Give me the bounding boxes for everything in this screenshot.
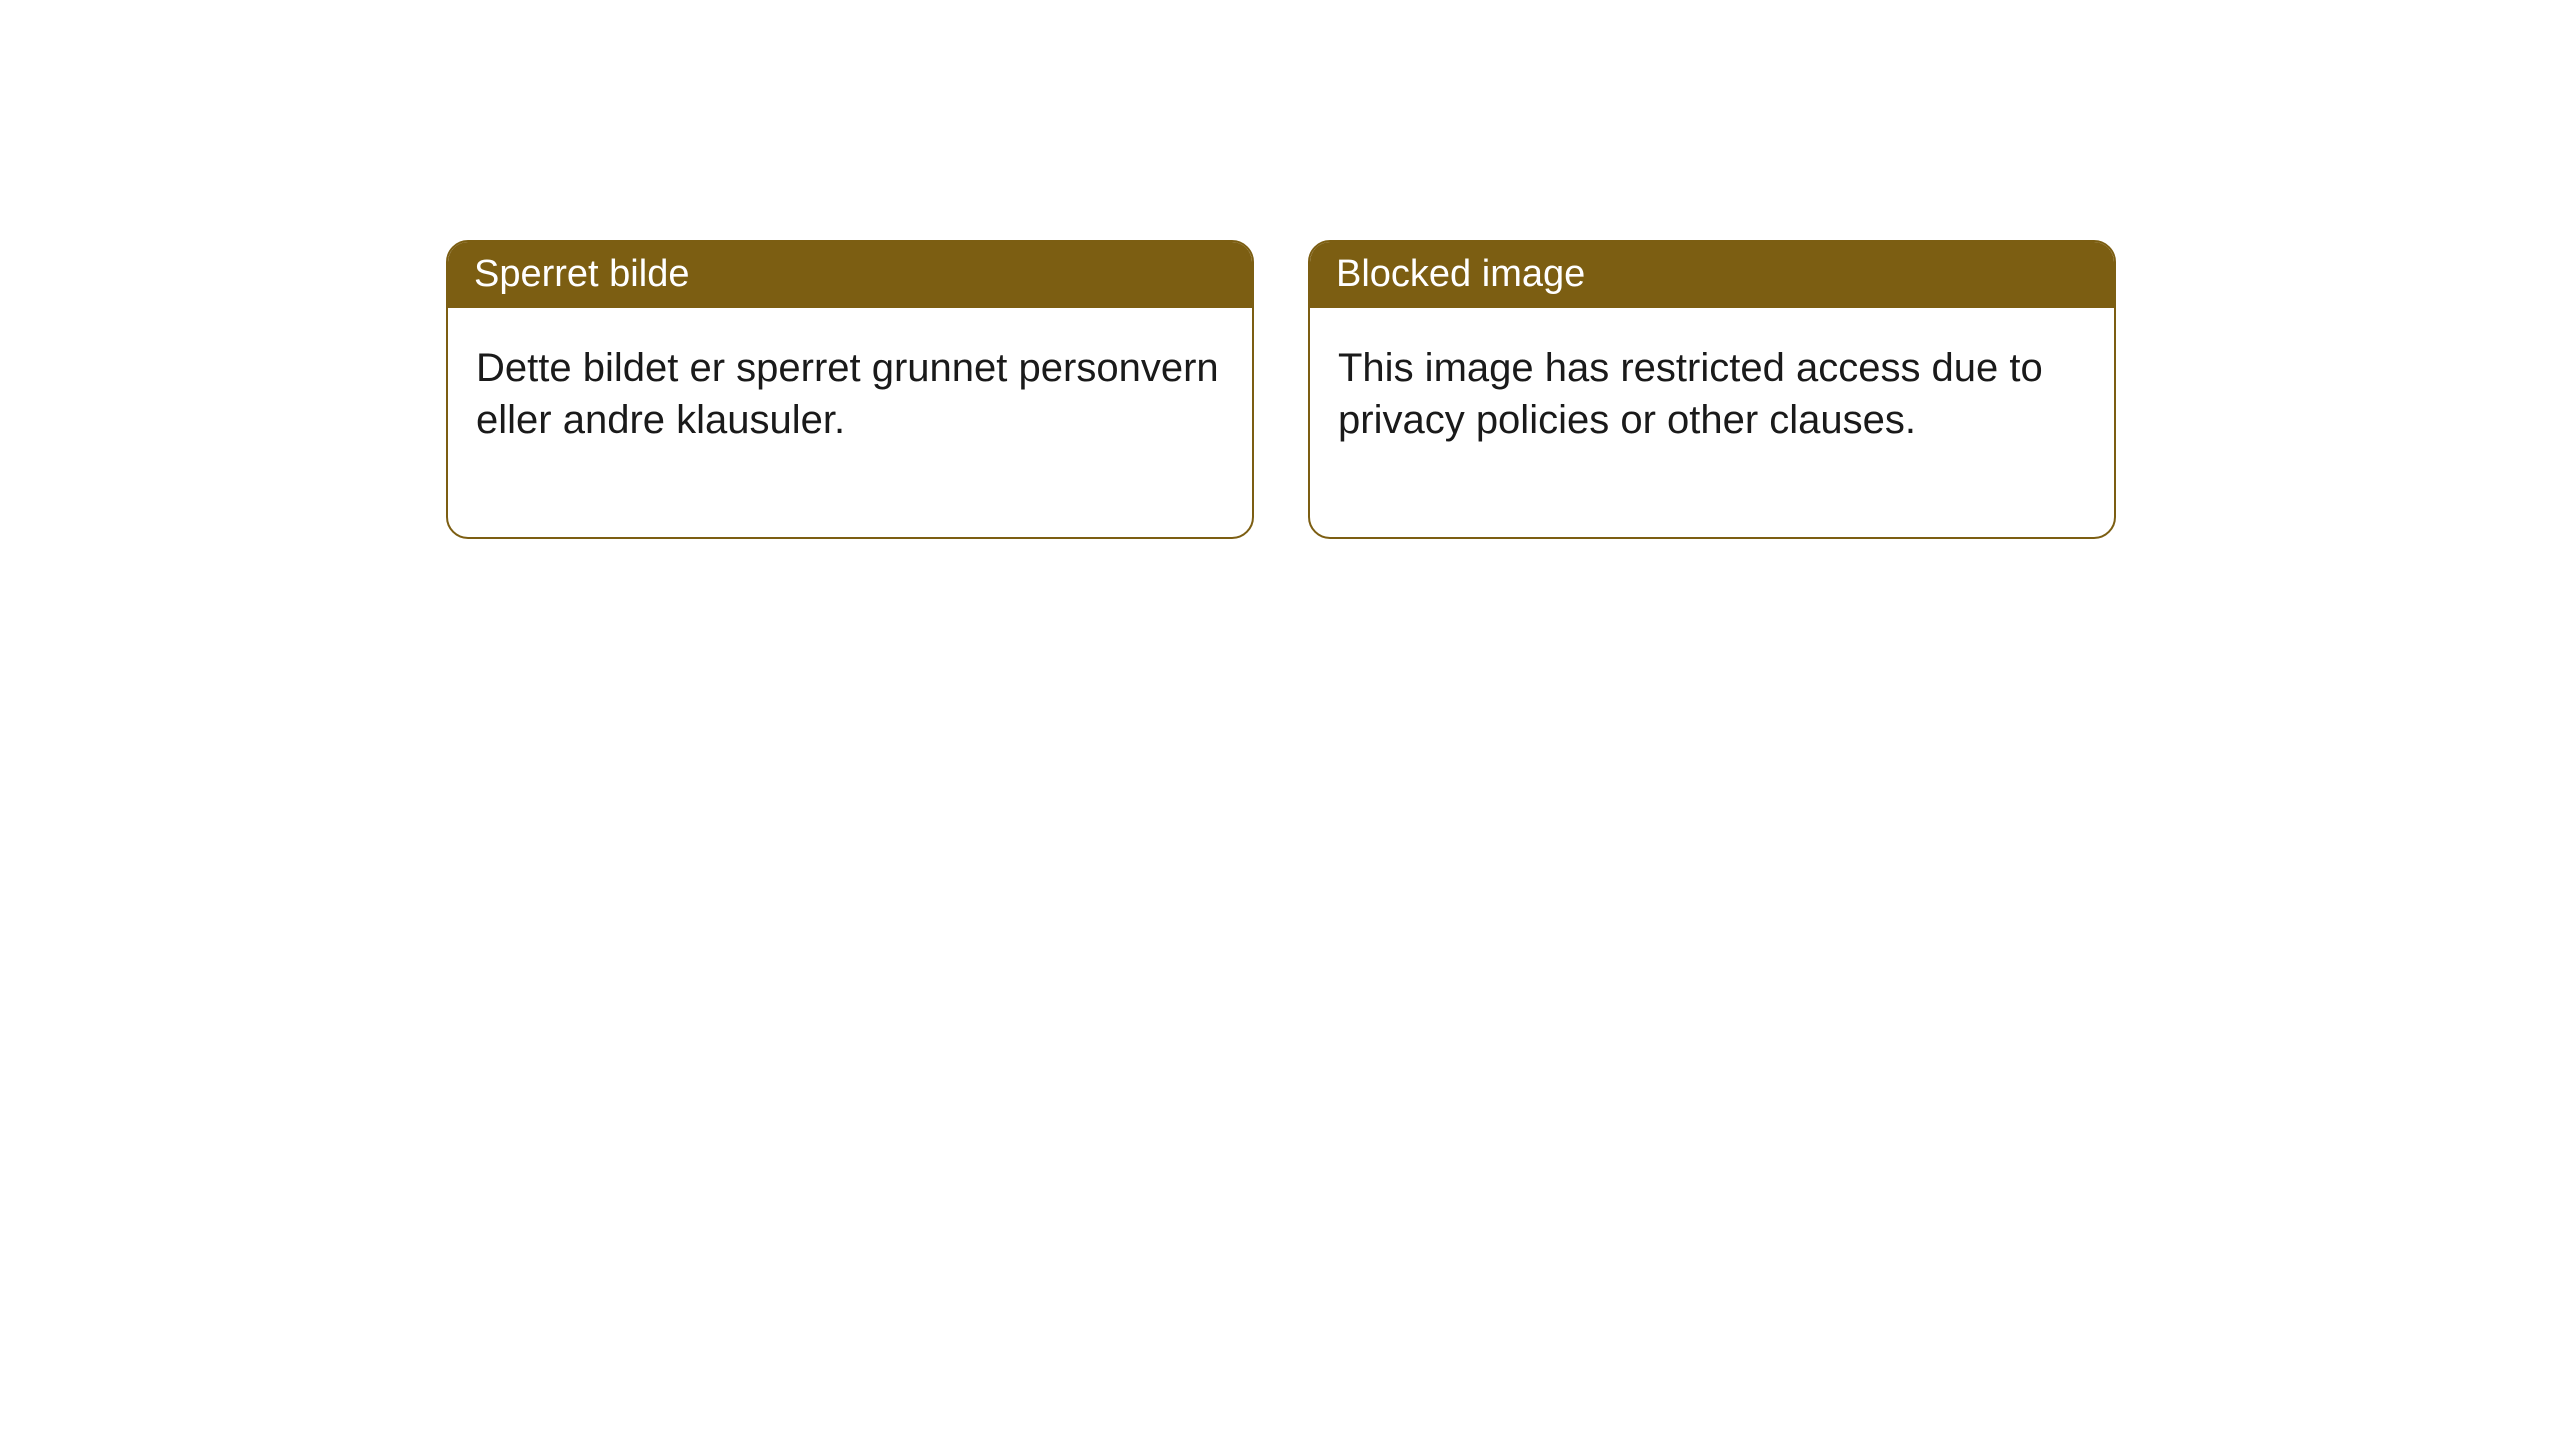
card-title-english: Blocked image <box>1336 253 1585 295</box>
card-message-norwegian: Dette bildet er sperret grunnet personve… <box>476 346 1219 443</box>
card-header-english: Blocked image <box>1310 242 2114 308</box>
notice-card-english: Blocked image This image has restricted … <box>1308 240 2116 539</box>
card-body-english: This image has restricted access due to … <box>1310 308 2114 538</box>
card-title-norwegian: Sperret bilde <box>474 253 689 295</box>
card-header-norwegian: Sperret bilde <box>448 242 1252 308</box>
card-body-norwegian: Dette bildet er sperret grunnet personve… <box>448 308 1252 538</box>
notice-cards-container: Sperret bilde Dette bildet er sperret gr… <box>446 240 2116 539</box>
card-message-english: This image has restricted access due to … <box>1338 346 2043 443</box>
notice-card-norwegian: Sperret bilde Dette bildet er sperret gr… <box>446 240 1254 539</box>
